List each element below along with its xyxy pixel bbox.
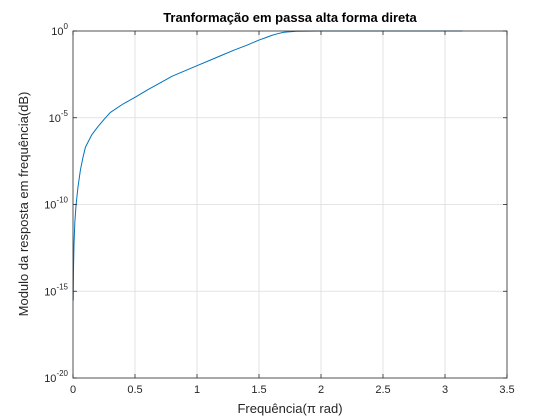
y-tick-label: 10-5 [49,109,69,125]
x-tick-label: 1 [194,384,200,396]
x-tick-label: 0.5 [127,384,142,396]
y-tick-base: 10 [44,200,56,212]
x-tick-label: 1.5 [251,384,266,396]
x-tick-label: 0 [70,384,76,396]
y-axis-label: Modulo da resposta em frequência(dB) [16,92,31,317]
y-tick-exponent: -15 [56,282,68,291]
y-tick-base: 10 [51,26,63,38]
x-axis-ticks: 0 0.5 1 1.5 2 2.5 3 3.5 [70,31,515,396]
x-tick-label: 2 [318,384,324,396]
x-axis-label: Frequência(π rad) [237,401,342,416]
y-tick-label: 10-15 [44,282,68,298]
y-tick-exponent: -5 [61,109,69,118]
y-tick-base: 10 [44,286,56,298]
y-tick-label: 100 [51,22,68,38]
y-tick-exponent: -10 [56,196,68,205]
series-group [72,30,463,301]
x-tick-label: 3 [442,384,448,396]
series-line [72,30,463,301]
x-tick-label: 2.5 [375,384,390,396]
x-tick-label: 3.5 [499,384,514,396]
y-tick-label: 10-10 [44,196,68,212]
chart-title: Tranformação em passa alta forma direta [163,10,417,25]
y-tick-exponent: 0 [64,22,69,31]
y-tick-exponent: -20 [56,369,68,378]
y-tick-base: 10 [49,113,61,125]
y-tick-label: 10-20 [44,369,68,385]
grid-lines [73,31,507,378]
y-tick-base: 10 [44,373,56,385]
